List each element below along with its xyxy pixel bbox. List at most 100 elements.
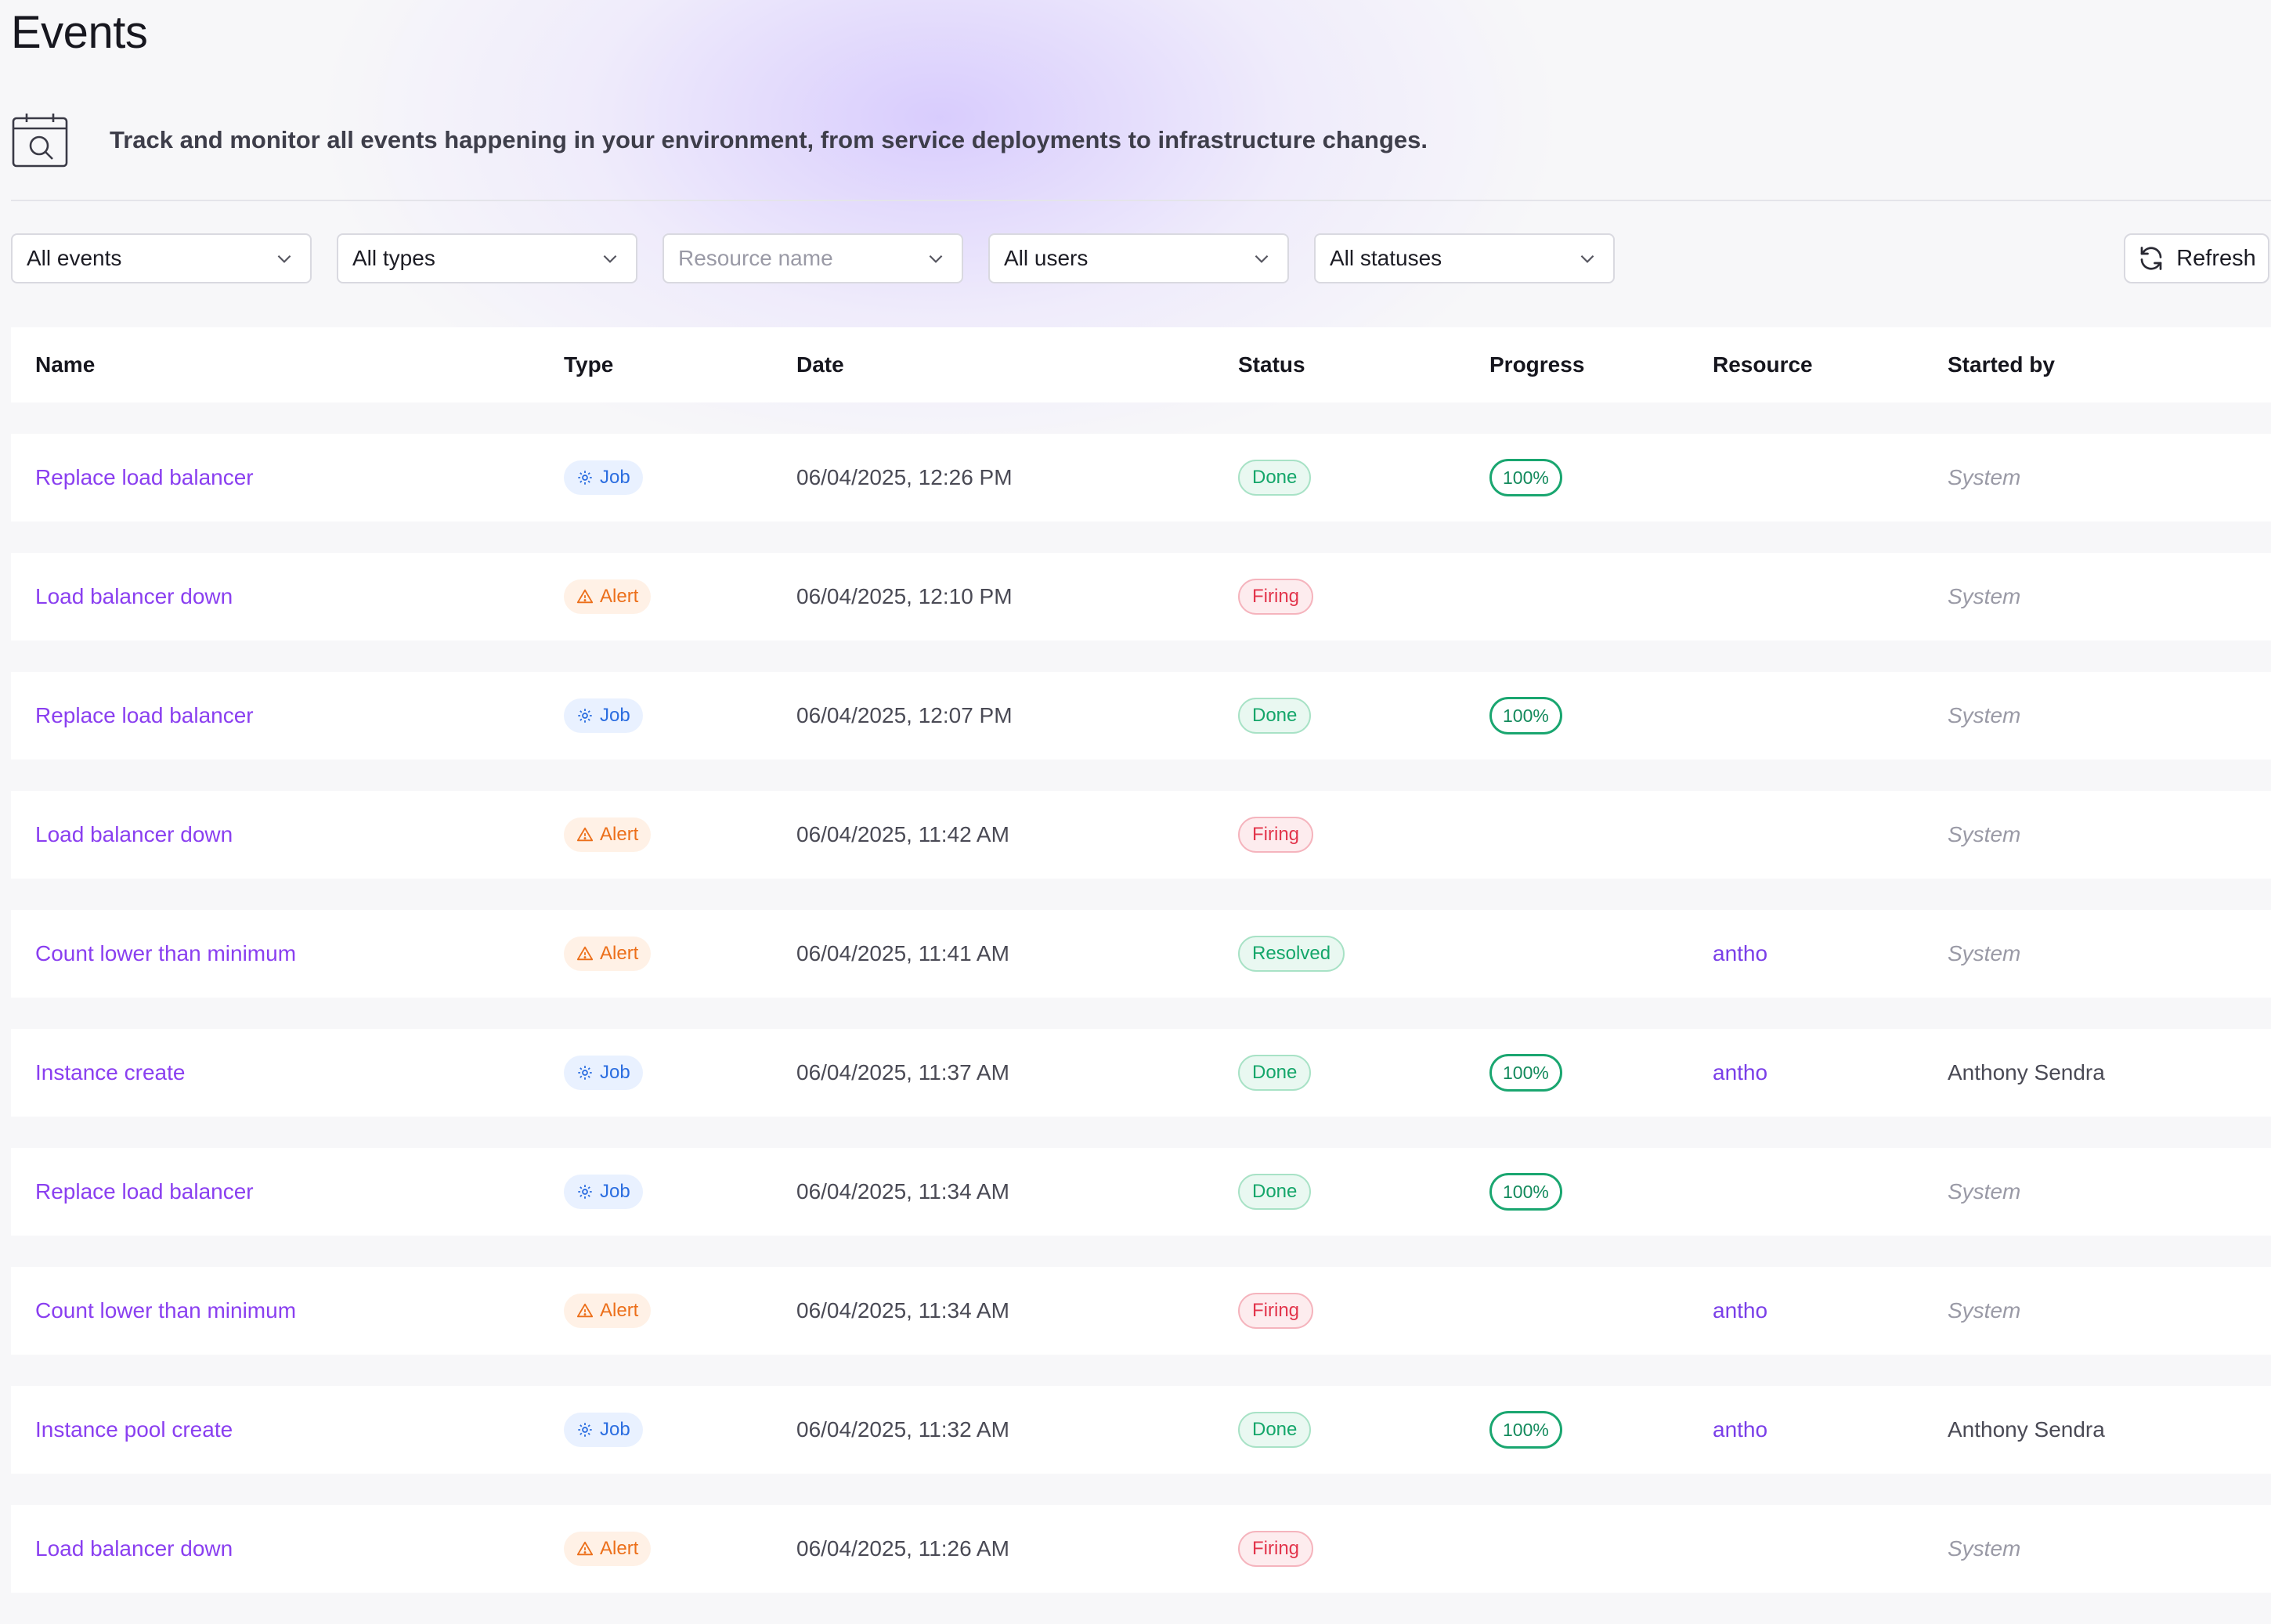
type-label: Alert (600, 586, 639, 607)
type-badge: Job (564, 698, 643, 733)
resource-link[interactable]: antho (1713, 1298, 1768, 1323)
refresh-icon (2140, 247, 2162, 270)
type-badge: Alert (564, 1294, 652, 1328)
type-label: Alert (600, 1300, 639, 1321)
table-row[interactable]: Load balancer down Alert 06/04/2025, 11:42… (11, 791, 2271, 879)
event-name-link[interactable]: Instance create (35, 1060, 186, 1084)
event-date: 06/04/2025, 11:34 AM (796, 1179, 1009, 1204)
type-label: Job (600, 1419, 630, 1440)
calendar-search-icon (12, 114, 68, 168)
event-name-link[interactable]: Replace load balancer (35, 1179, 254, 1204)
gear-icon (578, 709, 592, 723)
status-badge: Done (1238, 1055, 1312, 1091)
refresh-button[interactable]: Refresh (2124, 233, 2269, 283)
chevron-down-icon (603, 254, 617, 263)
event-name-link[interactable]: Load balancer down (35, 584, 233, 608)
event-date: 06/04/2025, 12:10 PM (796, 584, 1013, 608)
type-label: Job (600, 467, 630, 488)
column-header-type[interactable]: Type (564, 352, 614, 377)
page-title: Events (11, 7, 148, 58)
warning-triangle-icon (576, 589, 594, 604)
resource-link[interactable]: antho (1713, 1060, 1768, 1084)
table-row[interactable]: Instance create Job 06/04/2025, 11:37 AM Do… (11, 1029, 2271, 1117)
type-badge: Job (564, 1413, 643, 1447)
column-header-name[interactable]: Name (35, 352, 96, 377)
statuses-filter-select[interactable]: All statuses (1314, 233, 1615, 283)
progress-badge: 100% (1489, 1173, 1562, 1211)
table-row[interactable]: Replace load balancer Job 06/04/2025, 12:2… (11, 434, 2271, 521)
event-name-link[interactable]: Replace load balancer (35, 465, 254, 489)
event-date: 06/04/2025, 11:41 AM (796, 941, 1009, 965)
status-badge: Done (1238, 698, 1312, 734)
status-badge: Firing (1238, 1531, 1314, 1567)
users-filter-select[interactable]: All users (988, 233, 1289, 283)
filter-bar: All events All types Resource name All u… (11, 233, 2271, 283)
type-badge: Job (564, 1056, 643, 1090)
types-filter-select[interactable]: All types (337, 233, 637, 283)
divider (11, 200, 2271, 201)
progress-badge: 100% (1489, 459, 1562, 496)
event-name-link[interactable]: Load balancer down (35, 822, 233, 846)
status-badge: Firing (1238, 1293, 1314, 1329)
type-badge: Job (564, 460, 643, 495)
event-date: 06/04/2025, 12:07 PM (796, 703, 1013, 727)
column-header-started-by[interactable]: Started by (1948, 352, 2055, 377)
table-row[interactable]: Replace load balancer Job 06/04/2025, 11:3… (11, 1148, 2271, 1236)
gear-icon (578, 471, 592, 485)
column-header-progress[interactable]: Progress (1489, 352, 1585, 377)
table-row[interactable]: Instance pool create Job 06/04/2025, 11:32… (11, 1386, 2271, 1474)
warning-triangle-icon (576, 1303, 594, 1318)
events-filter-value: All events (27, 246, 122, 270)
event-name-link[interactable]: Load balancer down (35, 1536, 233, 1561)
event-date: 06/04/2025, 12:26 PM (796, 465, 1013, 489)
type-badge: Alert (564, 937, 652, 971)
refresh-label: Refresh (2176, 245, 2256, 271)
started-by: System (1948, 941, 2021, 965)
page-description: Track and monitor all events happening i… (110, 126, 1428, 153)
type-label: Job (600, 1062, 630, 1083)
type-label: Alert (600, 824, 639, 845)
chevron-down-icon (1255, 254, 1269, 263)
event-name-link[interactable]: Count lower than minimum (35, 941, 297, 965)
type-badge: Job (564, 1175, 643, 1209)
table-header: Name Type Date Status Progress Resource … (11, 327, 2271, 402)
column-header-status[interactable]: Status (1238, 352, 1305, 377)
event-name-link[interactable]: Count lower than minimum (35, 1298, 297, 1323)
gear-icon (578, 1066, 592, 1080)
chevron-down-icon (929, 254, 943, 263)
started-by: Anthony Sendra (1948, 1417, 2105, 1442)
started-by: System (1948, 1298, 2021, 1323)
chevron-down-icon (1580, 254, 1594, 263)
started-by: Anthony Sendra (1948, 1060, 2105, 1084)
status-badge: Firing (1238, 817, 1314, 853)
event-date: 06/04/2025, 11:34 AM (796, 1298, 1009, 1323)
type-label: Alert (600, 943, 639, 964)
resource-link[interactable]: antho (1713, 941, 1768, 965)
column-header-date[interactable]: Date (796, 352, 844, 377)
users-filter-value: All users (1004, 246, 1089, 270)
table-row[interactable]: Load balancer down Alert 06/04/2025, 11:26… (11, 1505, 2271, 1593)
resource-name-placeholder: Resource name (678, 246, 833, 270)
table-row[interactable]: Replace load balancer Job 06/04/2025, 12:0… (11, 672, 2271, 760)
event-name-link[interactable]: Instance pool create (35, 1417, 233, 1442)
warning-triangle-icon (576, 827, 594, 842)
gear-icon (578, 1423, 592, 1437)
warning-triangle-icon (576, 946, 594, 961)
progress-badge: 100% (1489, 1054, 1562, 1092)
event-name-link[interactable]: Replace load balancer (35, 703, 254, 727)
resource-link[interactable]: antho (1713, 1417, 1768, 1442)
table-row[interactable]: Count lower than minimum Alert 06/04/2025,… (11, 1267, 2271, 1355)
started-by: System (1948, 465, 2021, 489)
status-badge: Firing (1238, 579, 1314, 615)
event-date: 06/04/2025, 11:32 AM (796, 1417, 1009, 1442)
types-filter-value: All types (352, 246, 435, 270)
column-header-resource[interactable]: Resource (1713, 352, 1813, 377)
events-filter-select[interactable]: All events (11, 233, 312, 283)
type-label: Job (600, 705, 630, 726)
page-intro: Track and monitor all events happening i… (11, 111, 1428, 169)
type-label: Job (600, 1181, 630, 1202)
table-row[interactable]: Load balancer down Alert 06/04/2025, 12:10… (11, 553, 2271, 641)
resource-name-select[interactable]: Resource name (663, 233, 963, 283)
status-badge: Done (1238, 1412, 1312, 1448)
table-row[interactable]: Count lower than minimum Alert 06/04/2025,… (11, 910, 2271, 998)
